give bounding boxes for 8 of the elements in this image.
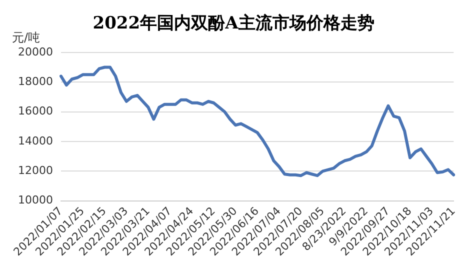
y-tick-label: 18000 <box>18 74 53 88</box>
y-tick-label: 20000 <box>18 45 53 58</box>
chart-title: 2022年国内双酚A主流市场价格走势 <box>92 14 374 34</box>
y-tick-label: 14000 <box>18 134 53 148</box>
y-tick-label: 12000 <box>18 164 53 178</box>
y-tick-label: 16000 <box>18 104 53 118</box>
y-tick-label: 10000 <box>18 194 53 207</box>
y-axis-title: 元/吨 <box>12 30 40 45</box>
